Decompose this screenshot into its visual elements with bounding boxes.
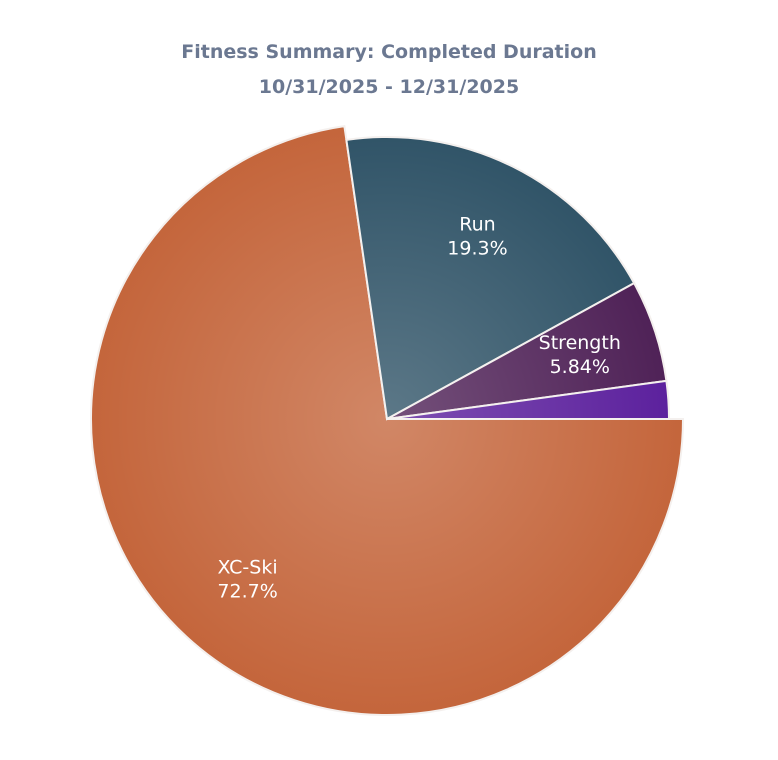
slice-label: Run bbox=[459, 214, 495, 236]
slice-value-label: 72.7% bbox=[217, 581, 277, 603]
slice-label: Strength bbox=[539, 332, 621, 354]
chart-subtitle: 10/31/2025 - 12/31/2025 bbox=[259, 76, 519, 98]
slice-value-label: 19.3% bbox=[447, 238, 507, 260]
slice-value-label: 5.84% bbox=[550, 356, 610, 378]
slice-label: XC-Ski bbox=[218, 557, 278, 579]
chart-title: Fitness Summary: Completed Duration bbox=[181, 41, 596, 63]
